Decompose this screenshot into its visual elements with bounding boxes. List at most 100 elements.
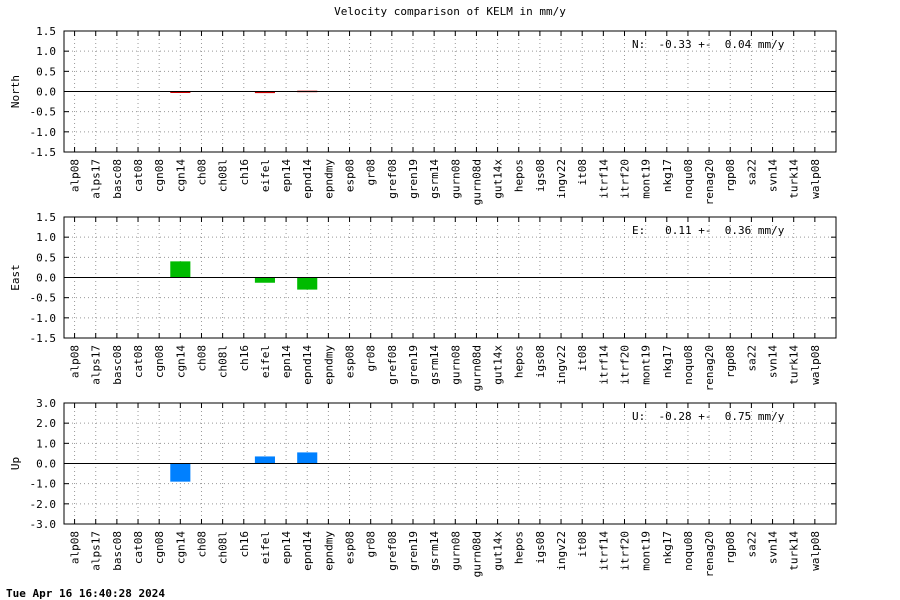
east-xtick-label-basc08: basc08 [111,345,124,385]
east-ylabel: East [9,264,22,291]
up-summary-annotation: U: -0.28 +- 0.75 mm/y [632,410,785,423]
up-bar-cgn14 [170,463,191,482]
north-xtick-label-walp08: walp08 [809,159,822,199]
north-xtick-label-esp08: esp08 [344,159,357,192]
east-ytick-label: -0.5 [30,292,57,305]
up-xtick-label-itrf14: itrf14 [597,531,610,571]
north-xtick-label-rgp08: rgp08 [724,159,737,192]
north-xtick-label-epn14: epn14 [280,159,293,192]
north-ylabel: North [9,75,22,108]
east-xtick-label-noqu08: noqu08 [682,345,695,385]
up-xtick-label-gut14x: gut14x [492,531,505,571]
east-ytick-label: -1.0 [30,312,57,325]
up-xtick-label-ch08: ch08 [195,531,208,558]
north-xtick-label-turk14: turk14 [788,159,801,199]
east-xtick-label-epn14: epn14 [280,345,293,378]
up-xtick-label-hepos: hepos [513,531,526,564]
up-xtick-label-noqu08: noqu08 [682,531,695,571]
east-xtick-label-alp08: alp08 [69,345,82,378]
up-xtick-label-alp08: alp08 [69,531,82,564]
up-xtick-label-ch16: ch16 [238,531,251,558]
north-ytick-label: 1.5 [36,25,56,38]
east-xtick-label-renag20: renag20 [703,345,716,391]
north-xtick-label-epndmy: epndmy [322,159,335,199]
up-xtick-label-gsrm14: gsrm14 [428,531,441,571]
north-xtick-label-nkg17: nkg17 [661,159,674,192]
up-xtick-label-gref08: gref08 [386,531,399,571]
north-xtick-label-gr08: gr08 [365,159,378,186]
east-xtick-label-ch16: ch16 [238,345,251,372]
north-xtick-label-ingv22: ingv22 [555,159,568,199]
east-ytick-label: 1.5 [36,211,56,224]
north-xtick-label-epnd14: epnd14 [301,159,314,199]
north-xtick-label-gut14x: gut14x [492,159,505,199]
east-xtick-label-cgn08: cgn08 [153,345,166,378]
east-xtick-label-esp08: esp08 [344,345,357,378]
east-xtick-label-cgn14: cgn14 [174,345,187,378]
north-xtick-label-cat08: cat08 [132,159,145,192]
east-xtick-label-gren19: gren19 [407,345,420,385]
east-xtick-label-eifel: eifel [259,345,272,378]
north-xtick-label-it08: it08 [576,159,589,186]
north-xtick-label-eifel: eifel [259,159,272,192]
up-ytick-label: 2.0 [36,417,56,430]
up-xtick-label-sa22: sa22 [745,531,758,558]
east-xtick-label-gut14x: gut14x [492,345,505,385]
up-xtick-label-turk14: turk14 [788,531,801,571]
up-xtick-label-gurn08d: gurn08d [470,531,483,577]
north-xtick-label-gurn08: gurn08 [449,159,462,199]
north-xtick-label-cgn08: cgn08 [153,159,166,192]
east-ytick-label: -1.5 [30,332,57,345]
east-xtick-label-itrf14: itrf14 [597,345,610,385]
up-xtick-label-rgp08: rgp08 [724,531,737,564]
east-xtick-label-rgp08: rgp08 [724,345,737,378]
up-ytick-label: -1.0 [30,478,57,491]
north-xtick-label-hepos: hepos [513,159,526,192]
north-ytick-label: 0.5 [36,65,56,78]
up-xtick-label-cat08: cat08 [132,531,145,564]
east-xtick-label-turk14: turk14 [788,345,801,385]
east-xtick-label-epnd14: epnd14 [301,345,314,385]
east-xtick-label-gref08: gref08 [386,345,399,385]
east-xtick-label-epndmy: epndmy [322,345,335,385]
chart-title: Velocity comparison of KELM in mm/y [334,5,566,18]
up-xtick-label-epndmy: epndmy [322,531,335,571]
north-xtick-label-noqu08: noqu08 [682,159,695,199]
up-xtick-label-mont19: mont19 [640,531,653,571]
east-bar-cgn14 [170,261,191,278]
east-xtick-label-walp08: walp08 [809,345,822,385]
north-bar-cgn14 [170,91,191,93]
east-xtick-label-mont19: mont19 [640,345,653,385]
up-xtick-label-renag20: renag20 [703,531,716,577]
up-bar-epnd14 [297,452,318,464]
north-xtick-label-sa22: sa22 [745,159,758,186]
east-xtick-label-gr08: gr08 [365,345,378,372]
east-ytick-label: 1.0 [36,231,56,244]
north-xtick-label-igs08: igs08 [534,159,547,192]
east-ytick-label: 0.5 [36,251,56,264]
north-bar-eifel [254,91,275,94]
east-xtick-label-ch08l: ch08l [217,345,230,378]
north-xtick-label-basc08: basc08 [111,159,124,199]
north-xtick-label-ch08l: ch08l [217,159,230,192]
up-xtick-label-svn14: svn14 [767,531,780,564]
timestamp-footer: Tue Apr 16 16:40:28 2024 [6,587,165,600]
up-xtick-label-esp08: esp08 [344,531,357,564]
up-xtick-label-cgn14: cgn14 [174,531,187,564]
east-xtick-label-ingv22: ingv22 [555,345,568,385]
north-xtick-label-gurn08d: gurn08d [470,159,483,205]
up-xtick-label-eifel: eifel [259,531,272,564]
east-ytick-label: 0.0 [36,272,56,285]
up-xtick-label-gr08: gr08 [365,531,378,558]
north-xtick-label-cgn14: cgn14 [174,159,187,192]
east-xtick-label-svn14: svn14 [767,345,780,378]
east-xtick-label-nkg17: nkg17 [661,345,674,378]
north-ytick-label: -1.5 [30,146,57,159]
up-xtick-label-cgn08: cgn08 [153,531,166,564]
east-xtick-label-sa22: sa22 [745,345,758,372]
up-ytick-label: 3.0 [36,397,56,410]
north-xtick-label-alp08: alp08 [69,159,82,192]
north-ytick-label: -1.0 [30,126,57,139]
east-summary-annotation: E: 0.11 +- 0.36 mm/y [632,224,785,237]
north-ytick-label: -0.5 [30,106,57,119]
